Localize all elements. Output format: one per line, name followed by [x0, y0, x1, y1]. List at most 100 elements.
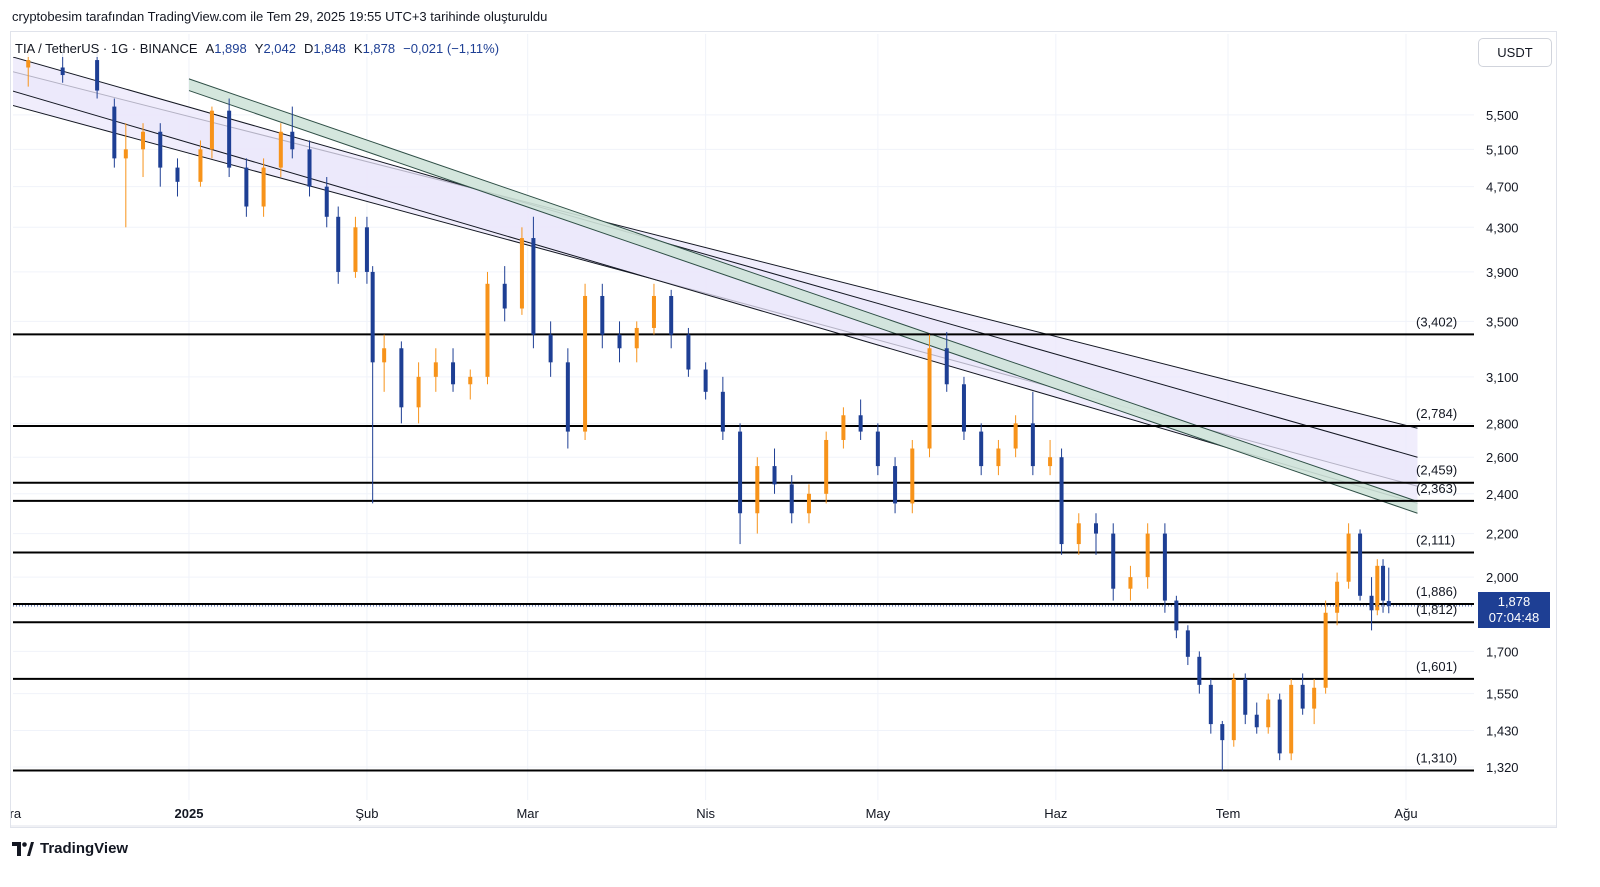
candle-body-down	[1386, 601, 1391, 606]
candle-body-down	[531, 238, 536, 335]
candle-body-down	[772, 466, 777, 485]
candle-body-up	[1323, 612, 1328, 688]
x-tick-label: Haz	[1044, 806, 1067, 821]
candle-body-down	[1358, 533, 1363, 596]
green-trend-band	[188, 78, 1418, 514]
x-tick-label: Nis	[696, 806, 715, 821]
candle-body-up	[583, 295, 588, 432]
candle-body-down	[1243, 679, 1248, 715]
candle-body-down	[175, 167, 180, 182]
candle-body-down	[1369, 595, 1374, 611]
candle-body-down	[370, 271, 375, 363]
x-tick-label: Ara	[11, 806, 22, 821]
chart-caption: cryptobesim tarafından TradingView.com i…	[12, 9, 548, 24]
level-label: (2,784)	[1416, 406, 1457, 421]
candle-body-up	[1145, 533, 1150, 578]
x-tick-label: 2025	[175, 806, 204, 821]
level-label: (1,886)	[1416, 584, 1457, 599]
x-tick-label: May	[866, 806, 891, 821]
high-value: 2,042	[263, 41, 296, 56]
candle-body-down	[858, 415, 863, 432]
candle-body-down	[364, 227, 369, 272]
y-tick-label: 1,550	[1486, 687, 1519, 702]
candle-body-up	[382, 348, 387, 363]
candle-body-up	[485, 283, 490, 377]
trendline	[188, 78, 1418, 502]
candle-body-up	[910, 448, 915, 504]
candle-body-up	[927, 348, 932, 449]
candle-body-up	[1375, 565, 1380, 611]
bar-countdown: 07:04:48	[1488, 610, 1540, 625]
y-tick-label: 2,800	[1486, 416, 1519, 431]
y-tick-label: 3,900	[1486, 265, 1519, 280]
y-tick-label: 1,700	[1486, 644, 1519, 659]
candle-body-down	[893, 466, 898, 504]
low-value: 1,848	[313, 41, 346, 56]
candle-body-up	[1048, 457, 1053, 467]
candle-body-down	[451, 362, 456, 385]
currency-badge[interactable]: USDT	[1478, 38, 1552, 67]
candle-body-up	[1076, 523, 1081, 545]
brand-name: TradingView	[40, 840, 129, 857]
y-tick-label: 2,400	[1486, 487, 1519, 502]
candle-body-up	[209, 110, 214, 150]
candle-body-up	[1266, 699, 1271, 728]
candle-body-up	[261, 167, 266, 207]
candle-body-down	[1094, 523, 1098, 534]
candle-body-down	[600, 295, 605, 335]
price-chart[interactable]: (3,402) (2,784) (2,459) (2,363) (2,111) (1,88…	[11, 32, 1556, 827]
candle-body-down	[1254, 714, 1259, 728]
candle-body-up	[1335, 581, 1340, 613]
y-tick-label: 3,500	[1486, 314, 1519, 329]
candle-body-down	[1185, 630, 1190, 657]
last-price-tag: 1,878 07:04:48	[1478, 592, 1550, 628]
candle-body-up	[651, 295, 656, 328]
x-tick-label: Şub	[355, 806, 378, 821]
candle-body-down	[738, 431, 743, 514]
candle-body-down	[720, 391, 725, 432]
close-label: K	[353, 41, 363, 56]
candle-body-down	[565, 362, 570, 432]
level-label: (1,310)	[1416, 750, 1457, 765]
candle-body-up	[824, 439, 829, 494]
candle-body-down	[617, 334, 622, 349]
candle-body-down	[789, 484, 794, 514]
candle-body-up	[1013, 423, 1018, 449]
candle-body-up	[123, 149, 128, 159]
last-price-value: 1,878	[1497, 594, 1531, 609]
ohlc-legend: TIA / TetherUS · 1G · BINANCE A1,898 Y2,…	[12, 40, 503, 57]
y-tick-label: 2,000	[1486, 570, 1519, 585]
candle-body-down	[1208, 684, 1213, 725]
candle-body-down	[703, 369, 708, 392]
open-label: A	[205, 41, 215, 56]
candle-body-down	[961, 384, 966, 432]
candle-body-up	[806, 493, 811, 514]
candle-body-up	[433, 362, 438, 377]
level-label: (2,363)	[1416, 481, 1457, 496]
open-value: 1,898	[214, 41, 247, 56]
candle-body-down	[1030, 423, 1035, 467]
y-tick-label: 4,300	[1486, 220, 1519, 235]
candle-body-up	[278, 131, 283, 168]
candle-body-up	[353, 227, 358, 272]
level-label: (2,111)	[1416, 532, 1455, 547]
level-label: (1,812)	[1416, 602, 1457, 617]
chart-frame[interactable]: (3,402) (2,784) (2,459) (2,363) (2,111) (1,88…	[10, 31, 1557, 828]
level-label: (3,402)	[1416, 314, 1457, 329]
candle-body-down	[1162, 533, 1167, 601]
y-tick-label: 3,100	[1486, 370, 1519, 385]
trendline	[13, 56, 1418, 458]
candle-body-down	[669, 295, 674, 335]
y-tick-label: 4,700	[1486, 180, 1519, 195]
low-label: D	[303, 41, 314, 56]
candle-body-down	[875, 431, 880, 467]
trendline	[13, 90, 1418, 504]
candle-body-down	[1174, 600, 1179, 631]
candle-body-down	[290, 131, 295, 150]
y-tick-label: 2,600	[1486, 450, 1519, 465]
x-tick-label: Ağu	[1394, 806, 1417, 821]
candle-body-up	[141, 131, 146, 150]
change-value: −0,021 (−1,11%)	[403, 41, 500, 56]
tradingview-logo[interactable]: TradingView	[12, 840, 128, 857]
symbol-label[interactable]: TIA / TetherUS · 1G · BINANCE	[15, 41, 198, 56]
